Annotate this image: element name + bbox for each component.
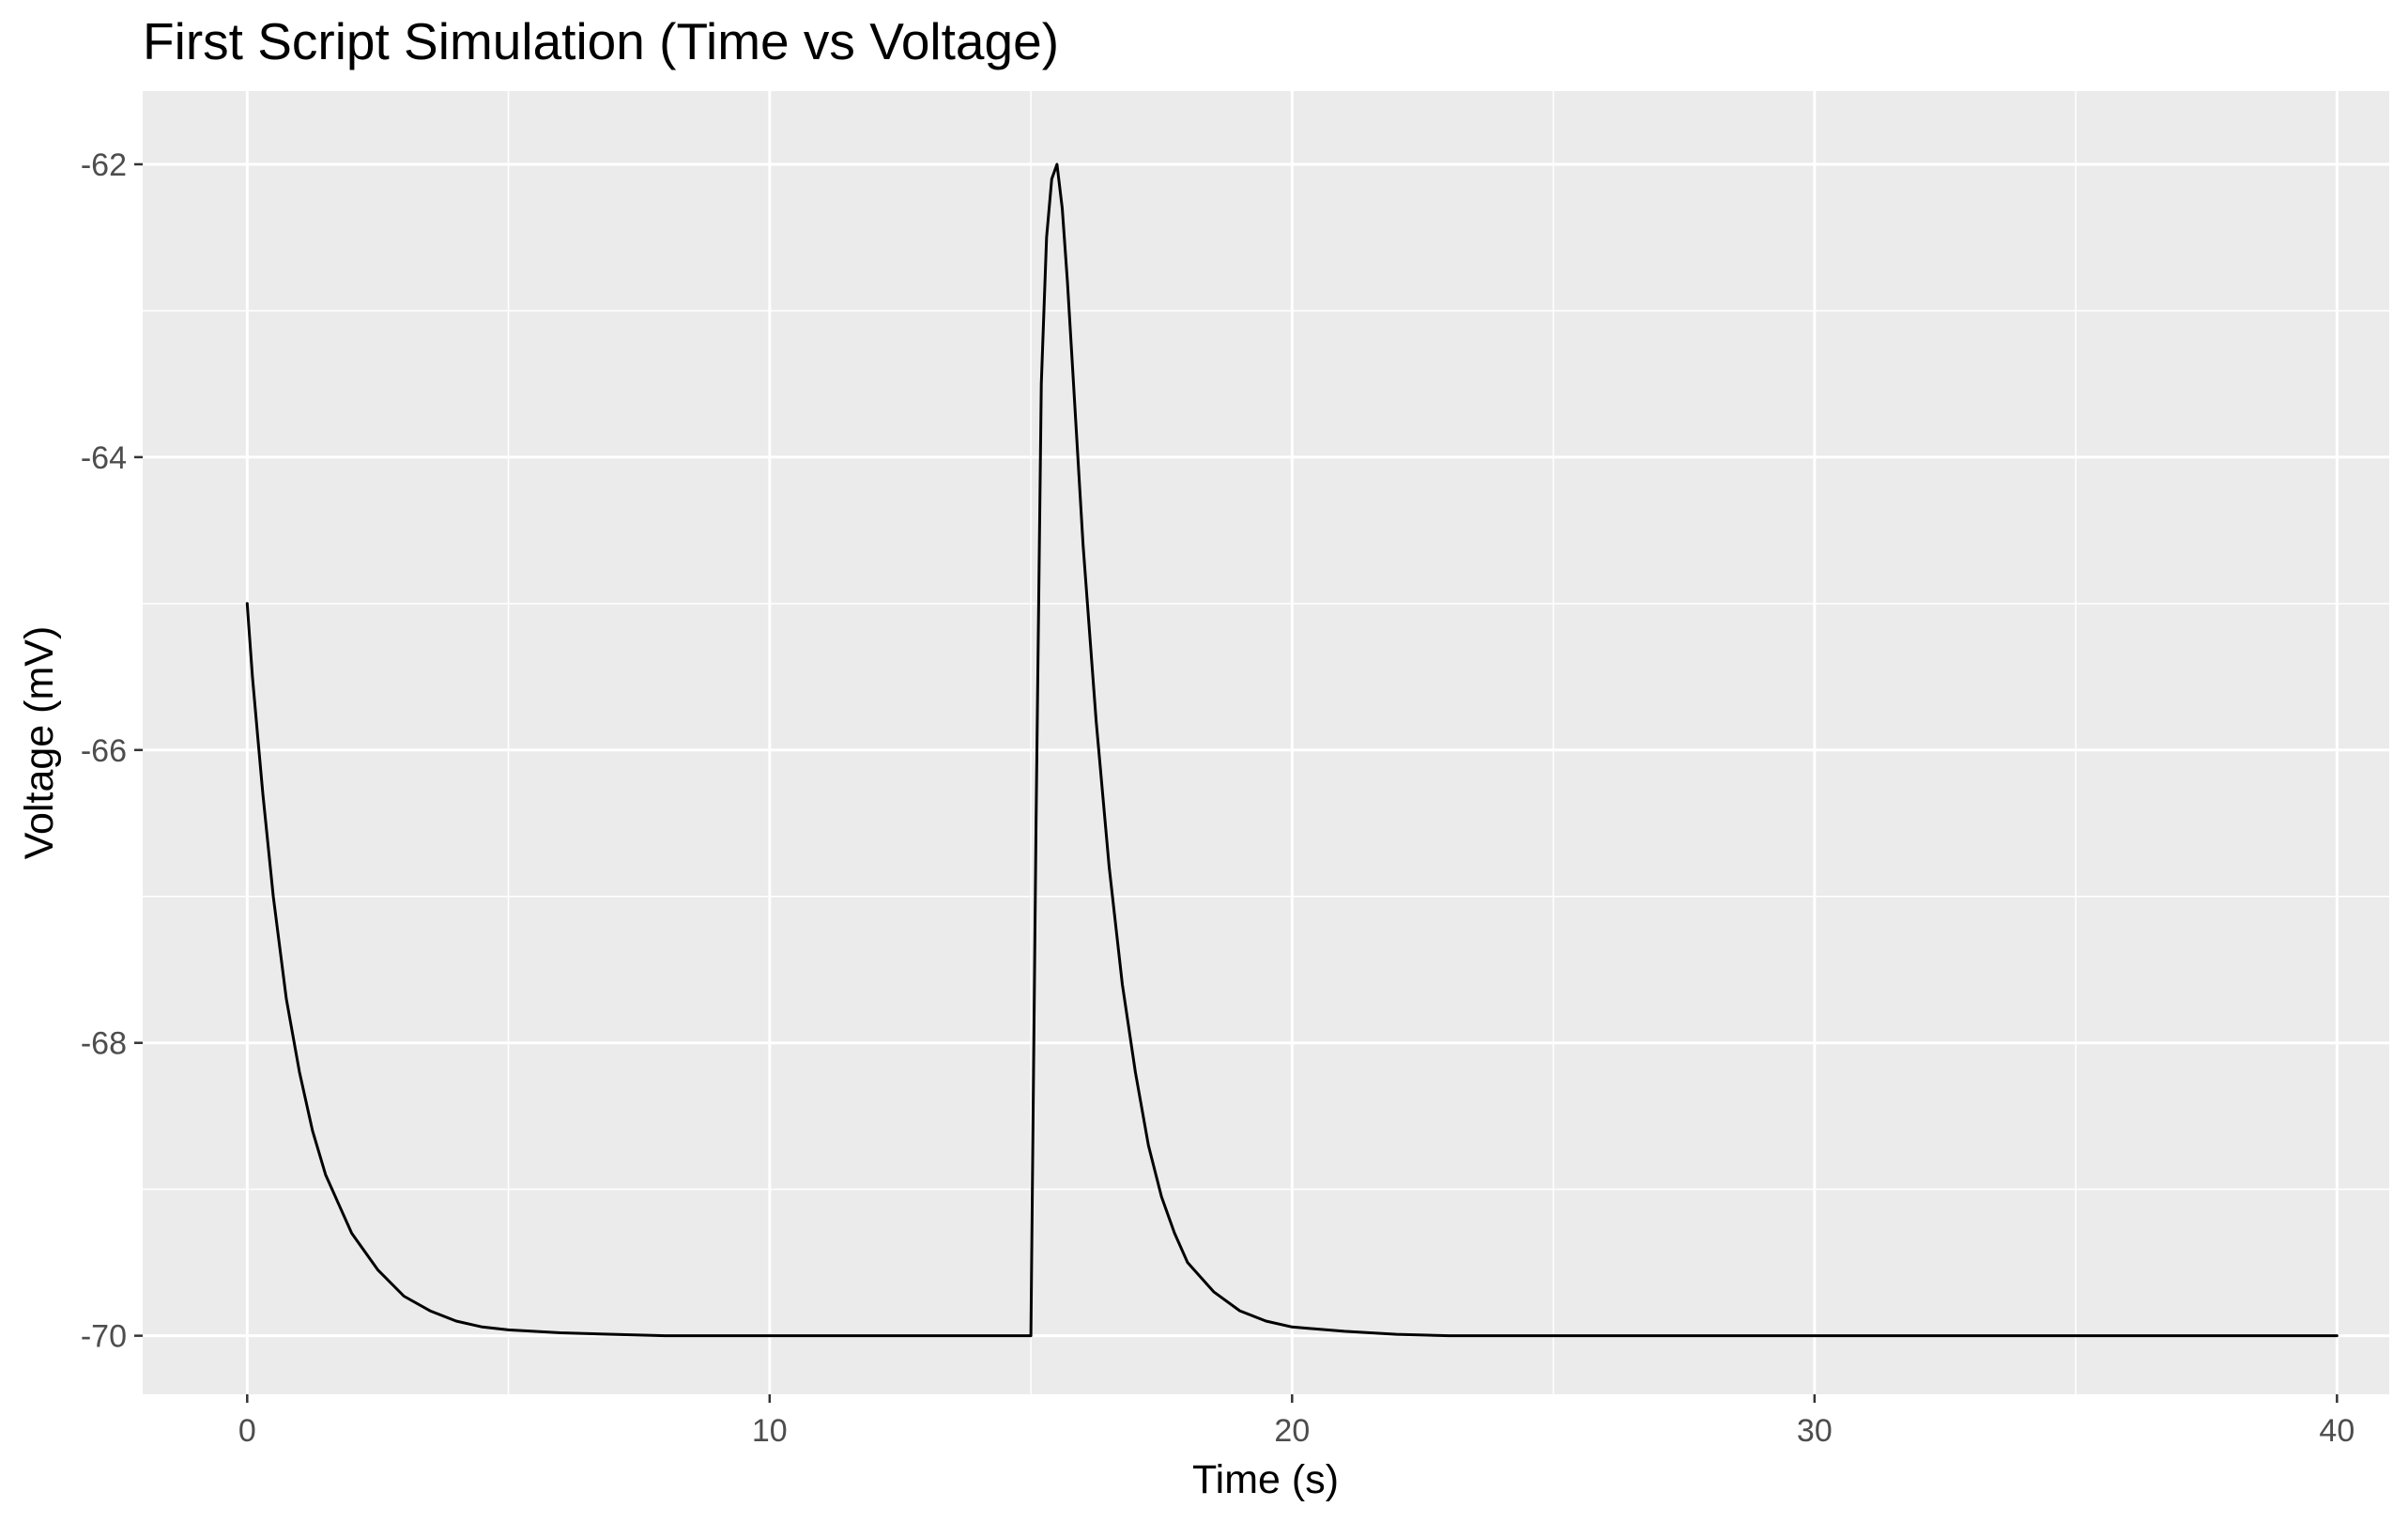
x-axis: 0 10 20 30 40	[238, 1394, 2354, 1449]
x-axis-title: Time (s)	[1192, 1457, 1339, 1502]
x-tick-label: 10	[752, 1413, 788, 1449]
series-layer	[245, 162, 2339, 1338]
x-tick-label: 0	[238, 1413, 256, 1449]
y-tick-label: -70	[81, 1319, 127, 1355]
y-tick-label: -64	[81, 440, 127, 476]
chart-title: First Script Simulation (Time vs Voltage…	[143, 12, 1059, 70]
x-tick-label: 30	[1797, 1413, 1833, 1449]
x-tick-label: 20	[1274, 1413, 1310, 1449]
y-tick-label: -62	[81, 147, 127, 183]
y-axis: -70 -68 -66 -64 -62	[81, 147, 143, 1355]
grid-minor	[143, 91, 2389, 1394]
y-tick-label: -66	[81, 733, 127, 769]
y-tick-label: -68	[81, 1026, 127, 1062]
y-axis-title: Voltage (mV)	[17, 626, 62, 860]
voltage-line	[245, 162, 2339, 1338]
plot-panel	[143, 91, 2389, 1394]
x-tick-label: 40	[2319, 1413, 2354, 1449]
